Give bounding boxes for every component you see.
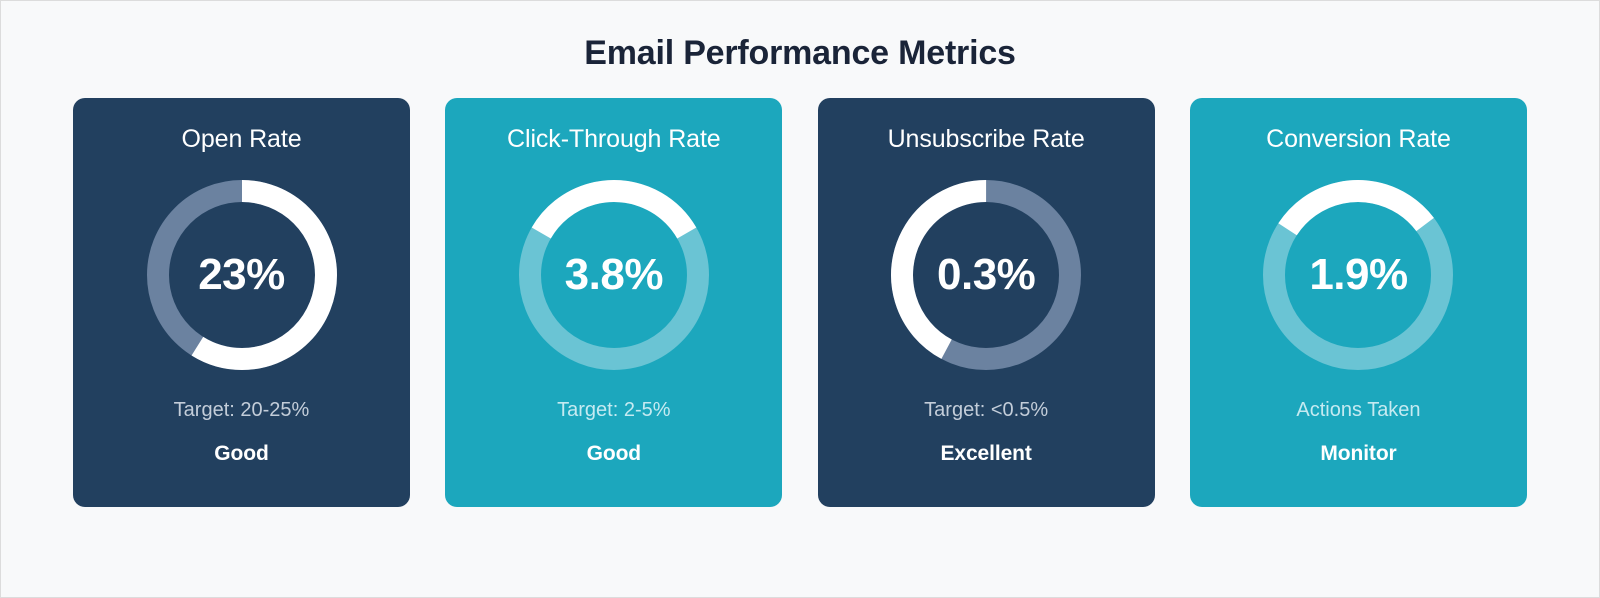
metric-card-title: Open Rate (181, 125, 302, 154)
metric-target-label: Actions Taken (1296, 399, 1421, 422)
donut-arc (1263, 180, 1454, 371)
status-badge: Good (586, 442, 642, 466)
metric-cards-row: Open Rate 23% Target: 20-25% Good Click-Thro… (73, 98, 1527, 508)
metric-value: 3.8% (564, 250, 664, 300)
metric-value: 23% (198, 250, 285, 300)
metric-target-label: Target: 20-25% (173, 399, 310, 422)
metric-card-0[interactable]: Open Rate 23% Target: 20-25% Good (73, 98, 410, 508)
metric-value: 0.3% (937, 250, 1036, 300)
metric-card-3[interactable]: Conversion Rate 1.9% Actions Taken Monitor (1189, 98, 1527, 508)
page-title: Email Performance Metrics (584, 34, 1016, 72)
metric-card-title: Conversion Rate (1266, 125, 1451, 154)
donut-gauge: 23% (135, 168, 349, 382)
metric-target-label: Target: 2-5% (557, 399, 671, 422)
metric-target-label: Target: <0.5% (924, 399, 1049, 422)
metric-card-1[interactable]: Click-Through Rate 3.8% Target: 2-5% Good (445, 98, 783, 508)
status-badge: Good (214, 442, 269, 466)
donut-gauge: 0.3% (879, 168, 1093, 382)
status-badge: Excellent (940, 442, 1032, 466)
metric-card-2[interactable]: Unsubscribe Rate 0.3% Target: <0.5% Excelle… (817, 98, 1155, 508)
metric-card-title: Click-Through Rate (507, 125, 721, 154)
status-badge: Monitor (1320, 442, 1397, 466)
metric-value: 1.9% (1309, 250, 1408, 300)
donut-gauge: 1.9% (1251, 168, 1465, 382)
donut-gauge: 3.8% (507, 168, 721, 382)
metric-card-title: Unsubscribe Rate (887, 125, 1085, 154)
